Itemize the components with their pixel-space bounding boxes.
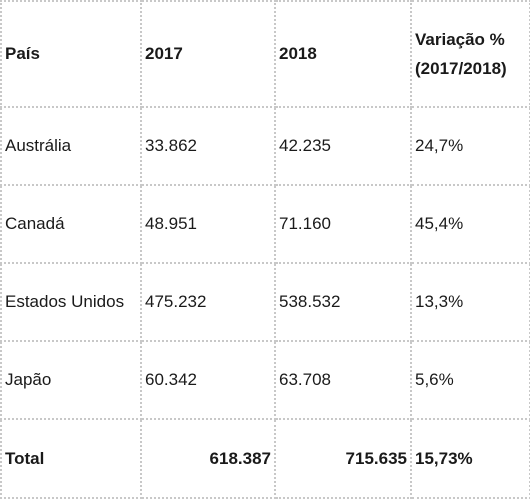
header-2018: 2018 [274,0,412,108]
cell-2018: 42.235 [274,106,412,186]
header-variation: Variação % (2017/2018) [410,0,530,108]
cell-variation: 13,3% [410,262,530,342]
cell-country: Estados Unidos [0,262,142,342]
total-variation: 15,73% [410,418,530,499]
cell-country: Austrália [0,106,142,186]
header-country: País [0,0,142,108]
cell-variation: 24,7% [410,106,530,186]
cell-2018: 63.708 [274,340,412,420]
cell-2017: 60.342 [140,340,276,420]
cell-country: Canadá [0,184,142,264]
header-variation-line2: (2017/2018) [415,59,507,78]
cell-2017: 48.951 [140,184,276,264]
header-row: País 2017 2018 Variação % (2017/2018) [0,0,530,108]
table-row: Japão 60.342 63.708 5,6% [0,340,530,420]
cell-2017: 475.232 [140,262,276,342]
header-2017: 2017 [140,0,276,108]
total-2018: 715.635 [274,418,412,499]
total-label: Total [0,418,142,499]
cell-country: Japão [0,340,142,420]
total-2017: 618.387 [140,418,276,499]
cell-2018: 538.532 [274,262,412,342]
cell-variation: 5,6% [410,340,530,420]
cell-2017: 33.862 [140,106,276,186]
cell-variation: 45,4% [410,184,530,264]
table-row: Canadá 48.951 71.160 45,4% [0,184,530,264]
header-variation-line1: Variação % [415,30,505,49]
table-row: Austrália 33.862 42.235 24,7% [0,106,530,186]
total-row: Total 618.387 715.635 15,73% [0,418,530,499]
cell-2018: 71.160 [274,184,412,264]
table-row: Estados Unidos 475.232 538.532 13,3% [0,262,530,342]
